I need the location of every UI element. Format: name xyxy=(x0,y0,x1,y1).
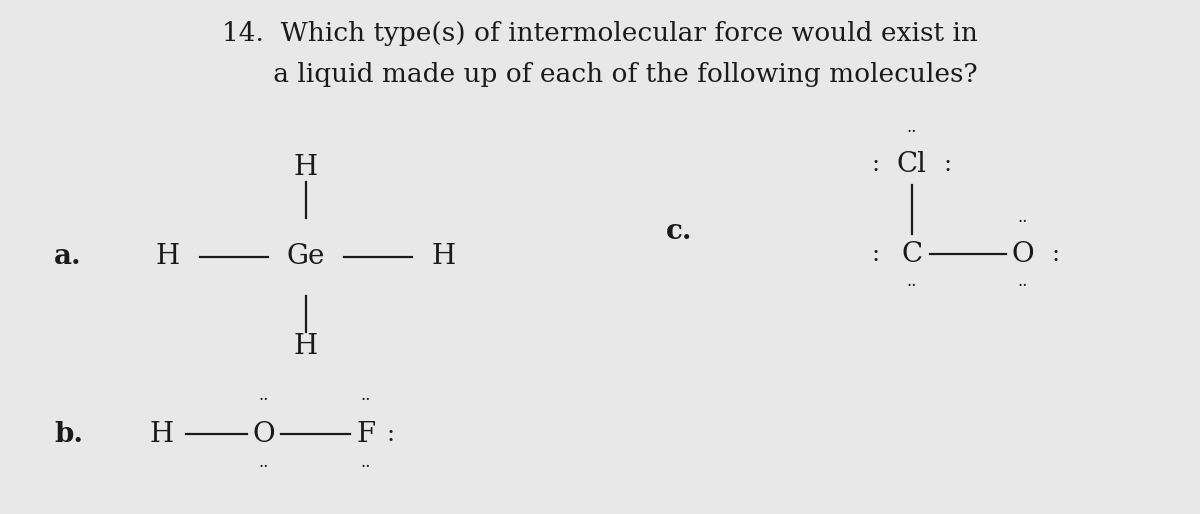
Text: :: : xyxy=(944,153,952,176)
Text: a.: a. xyxy=(54,244,82,270)
Text: :: : xyxy=(872,243,880,266)
Text: ··: ·· xyxy=(1018,278,1027,295)
Text: :: : xyxy=(1052,243,1060,266)
Text: :: : xyxy=(386,423,394,446)
Text: a liquid made up of each of the following molecules?: a liquid made up of each of the followin… xyxy=(223,62,977,87)
Text: ··: ·· xyxy=(259,392,269,410)
Text: C: C xyxy=(901,241,923,268)
Text: H: H xyxy=(432,244,456,270)
Text: O: O xyxy=(253,421,275,448)
Text: ··: ·· xyxy=(1018,214,1027,231)
Text: ··: ·· xyxy=(361,392,371,410)
Text: ··: ·· xyxy=(907,124,917,141)
Text: Cl: Cl xyxy=(898,151,928,178)
Text: 14.  Which type(s) of intermolecular force would exist in: 14. Which type(s) of intermolecular forc… xyxy=(222,21,978,46)
Text: b.: b. xyxy=(54,421,83,448)
Text: ··: ·· xyxy=(259,459,269,476)
Text: ··: ·· xyxy=(361,459,371,476)
Text: ··: ·· xyxy=(907,278,917,295)
Text: H: H xyxy=(156,244,180,270)
Text: c.: c. xyxy=(666,218,692,245)
Text: H: H xyxy=(294,154,318,180)
Text: :: : xyxy=(872,153,880,176)
Text: F: F xyxy=(356,421,376,448)
Text: H: H xyxy=(150,421,174,448)
Text: O: O xyxy=(1012,241,1033,268)
Text: Ge: Ge xyxy=(287,244,325,270)
Text: H: H xyxy=(294,334,318,360)
